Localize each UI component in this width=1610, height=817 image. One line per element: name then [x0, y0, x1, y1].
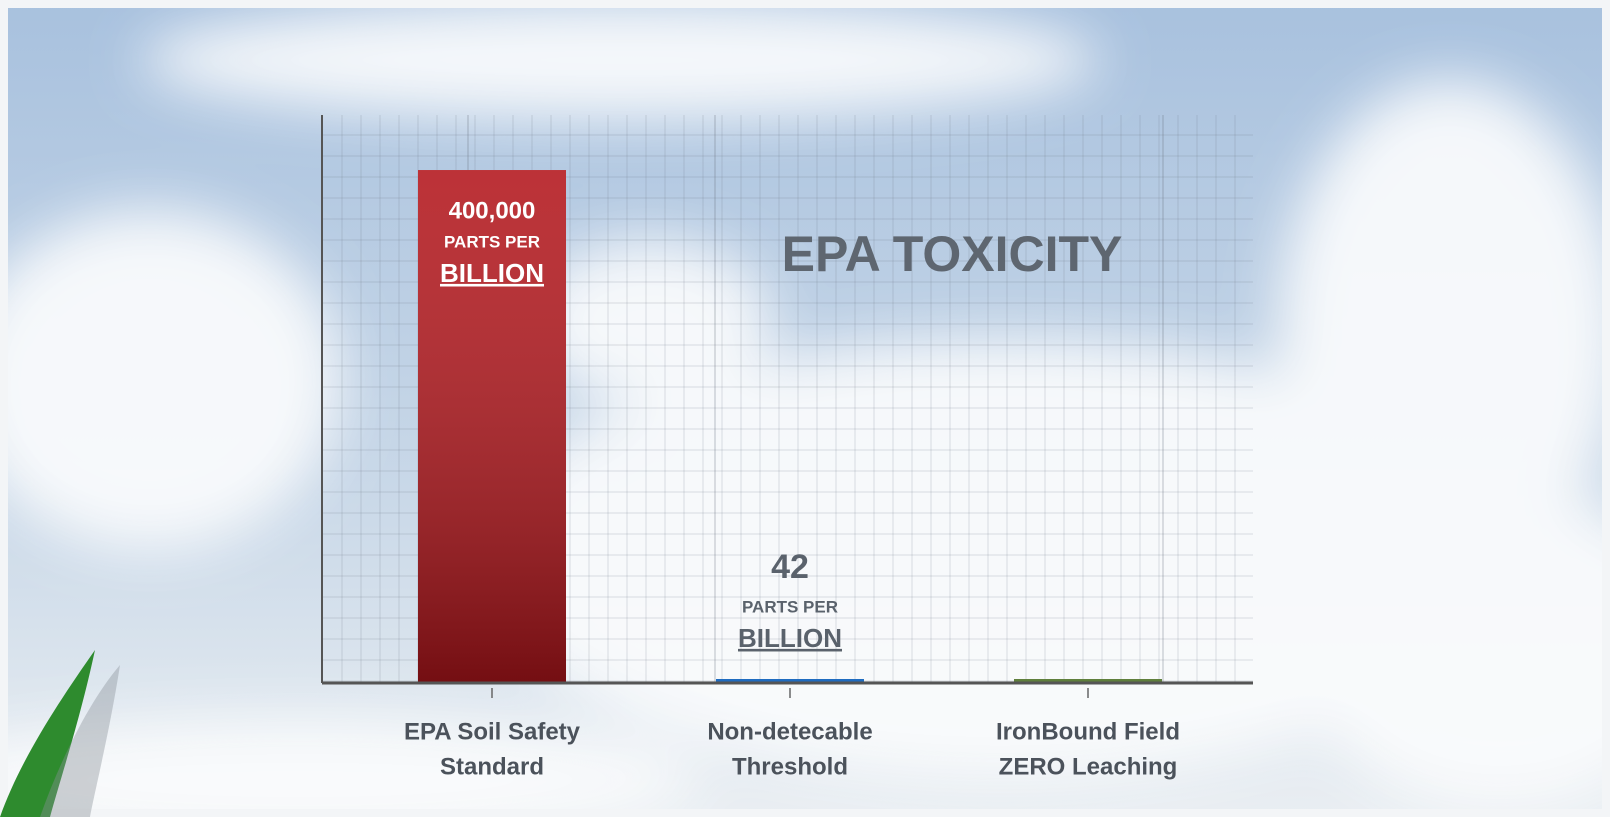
leaf [0, 650, 95, 817]
x-tick-label: Non-detecable [707, 718, 872, 745]
x-tick-label: Threshold [732, 753, 848, 780]
x-tick-label: Standard [440, 753, 544, 780]
x-tick-label: IronBound Field [996, 718, 1180, 745]
x-tick-label: ZERO Leaching [999, 753, 1178, 780]
chart-title: EPA TOXICITY [782, 226, 1123, 282]
bar [716, 679, 864, 682]
value-label: 400,000 [449, 197, 536, 224]
value-unit: BILLION [738, 623, 842, 653]
bar [1014, 679, 1162, 682]
x-tick-label: EPA Soil Safety [404, 718, 581, 745]
value-label: 42 [771, 548, 809, 586]
leaf-shadow [40, 665, 120, 817]
value-unit: BILLION [440, 258, 544, 288]
value-unit: PARTS PER [742, 597, 838, 616]
value-unit: PARTS PER [444, 233, 540, 252]
bar-shade [418, 170, 566, 682]
